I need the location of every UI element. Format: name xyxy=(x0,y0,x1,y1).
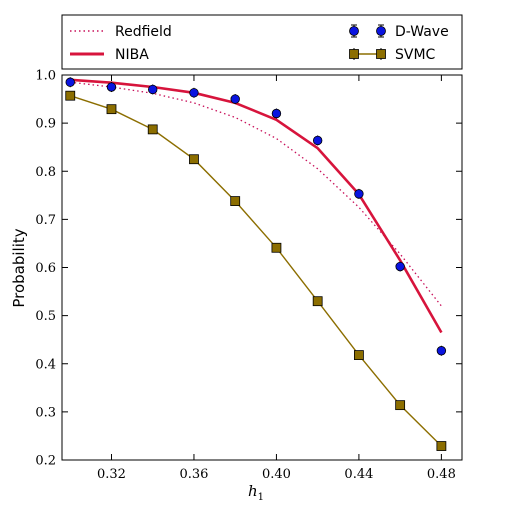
legend: Redfield NIBA D-Wave SVMC xyxy=(61,14,463,70)
y-axis-title: Probability xyxy=(10,228,28,307)
y-tick-label: 0.8 xyxy=(35,165,56,180)
data-point-d-wave xyxy=(395,261,405,272)
y-tick-label: 0.4 xyxy=(35,357,56,372)
data-point-d-wave xyxy=(65,77,75,87)
y-tick-label: 0.2 xyxy=(35,454,56,469)
data-point-d-wave xyxy=(312,135,323,146)
legend-label-redfield: Redfield xyxy=(115,24,172,40)
legend-label-dwave: D-Wave xyxy=(395,24,449,40)
data-point-d-wave xyxy=(271,108,282,119)
data-point-svmc xyxy=(65,90,76,101)
x-tick-label: 0.32 xyxy=(97,467,126,482)
legend-swatch-svmc xyxy=(349,48,386,60)
data-point-svmc xyxy=(147,124,158,135)
data-point-d-wave xyxy=(189,88,199,98)
x-tick-label: 0.40 xyxy=(262,467,291,482)
data-point-d-wave xyxy=(436,346,447,356)
data-point-svmc xyxy=(312,296,323,307)
data-point-d-wave xyxy=(354,189,364,199)
data-point-svmc xyxy=(354,350,364,360)
data-point-svmc xyxy=(106,104,117,115)
x-axis-title-subscript: 1 xyxy=(258,492,264,503)
data-point-d-wave xyxy=(106,82,117,92)
data-point-svmc xyxy=(189,154,199,165)
y-tick-label: 0.3 xyxy=(35,405,56,420)
series-line-niba xyxy=(70,78,443,334)
legend-swatch-dwave xyxy=(349,24,386,38)
plot-area xyxy=(61,74,463,461)
series-layer xyxy=(65,77,447,451)
data-point-d-wave xyxy=(148,84,158,95)
data-point-svmc xyxy=(436,441,447,451)
data-point-svmc xyxy=(230,196,241,206)
y-tick-label: 0.9 xyxy=(35,117,56,132)
x-tick-label: 0.44 xyxy=(344,467,373,482)
y-tick-label: 0.7 xyxy=(35,213,56,228)
y-tick-label: 1.0 xyxy=(35,69,56,84)
data-point-d-wave xyxy=(230,94,240,104)
x-tick-label: 0.36 xyxy=(179,467,208,482)
series-line-svmc xyxy=(69,95,442,447)
x-tick-label: 0.48 xyxy=(427,467,456,482)
y-tick-label: 0.6 xyxy=(35,261,56,276)
x-axis-title: h1 xyxy=(248,482,264,503)
data-point-svmc xyxy=(395,400,406,411)
axis-ticks: 0.32 0.36 0.40 0.44 0.48 0.2 0.3 0.4 0.5 0.6 0.7 0.… xyxy=(35,69,462,482)
data-point-svmc xyxy=(271,242,282,253)
legend-label-svmc: SVMC xyxy=(395,47,436,63)
y-tick-label: 0.5 xyxy=(35,309,56,324)
legend-box xyxy=(61,14,463,70)
legend-label-niba: NIBA xyxy=(115,47,149,63)
